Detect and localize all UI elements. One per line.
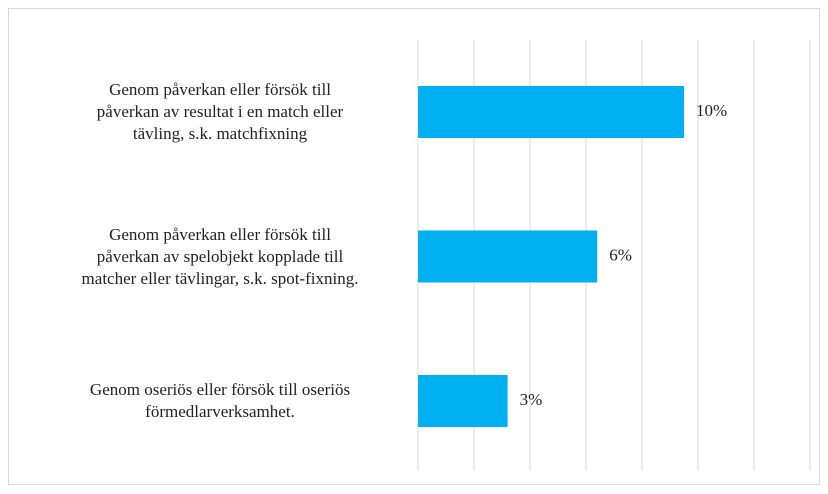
data-label: 10% — [696, 101, 727, 120]
bar — [418, 86, 684, 138]
chart-border — [8, 8, 820, 485]
category-label: Genom påverkan eller försök till påverka… — [81, 224, 359, 288]
bar — [418, 230, 598, 283]
data-label: 3% — [520, 390, 543, 409]
category-label: Genom oseriös eller försök till oseriös … — [89, 380, 351, 421]
category-label: Genom påverkan eller försök till påverka… — [96, 80, 344, 143]
data-label: 6% — [609, 245, 632, 264]
bar — [418, 375, 508, 427]
